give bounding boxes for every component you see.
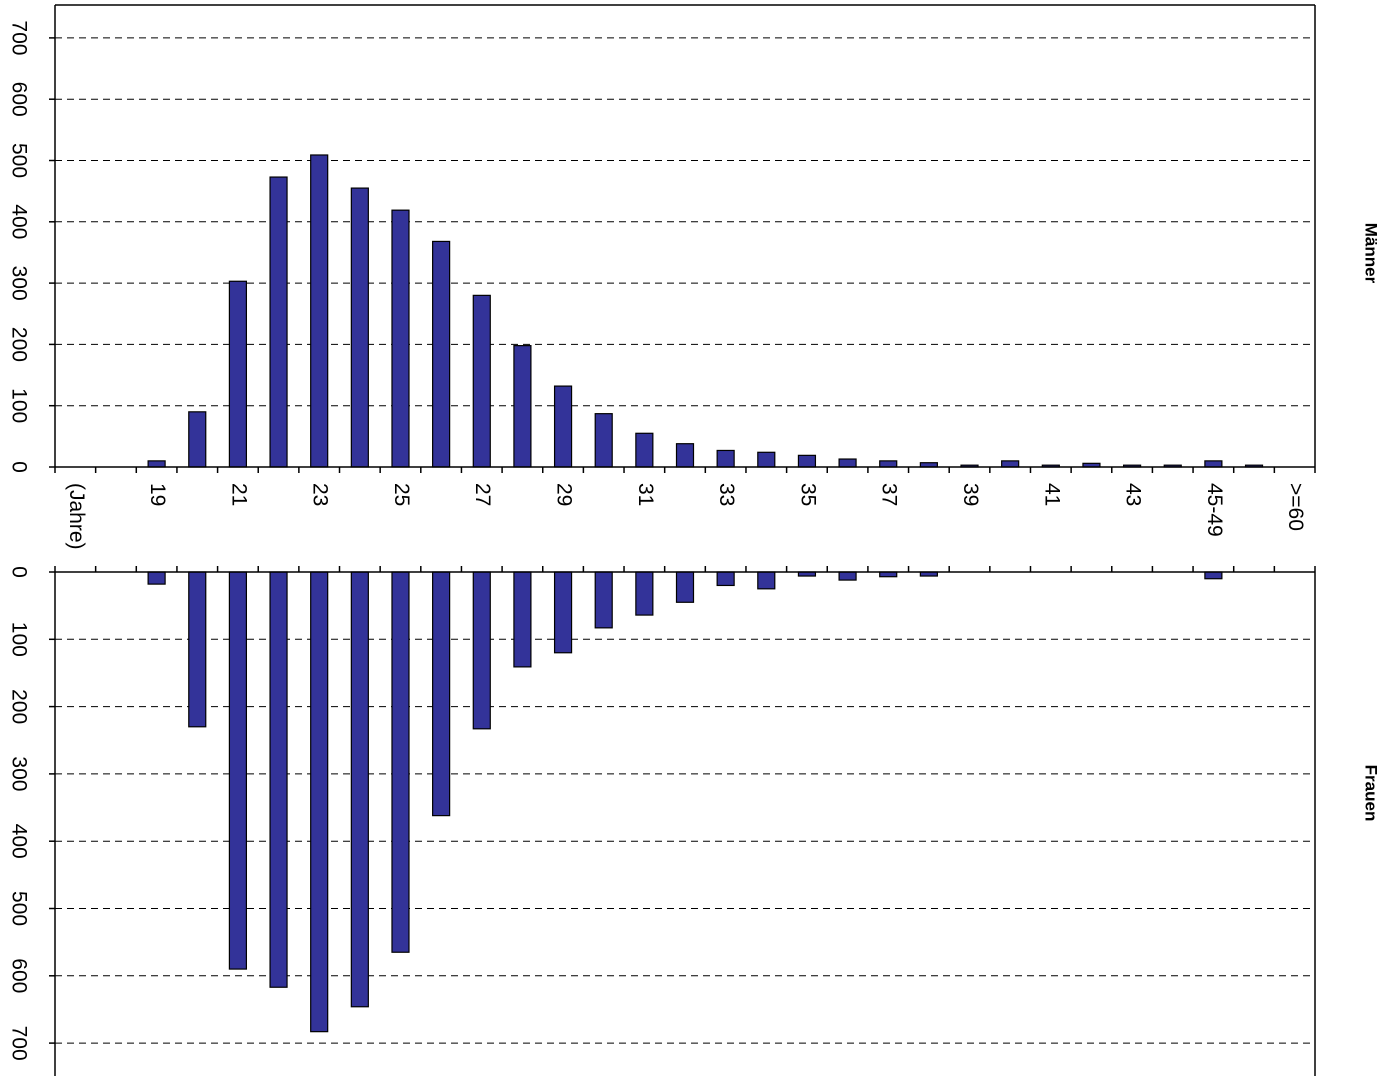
frauen-y-tick-label: 300	[7, 756, 30, 791]
frauen-bar	[838, 571, 857, 581]
category-axis-labels: (Jahre) 19 21 23 25 27 29 31 33 35 37 39 41 43 45-49 >=…	[65, 483, 1307, 550]
category-label: 27	[471, 483, 494, 506]
frauen-label-group: Frauen	[1362, 765, 1381, 822]
frauen-panel: 0 100 200 300 400 500 600 700	[7, 566, 1316, 1076]
frauen-bar	[350, 571, 369, 1008]
frauen-y-tick-label: 200	[7, 689, 30, 724]
maenner-y-tick-label: 500	[7, 143, 30, 178]
frauen-bar	[553, 571, 573, 654]
frauen-y-tick-label: 700	[7, 1026, 30, 1061]
category-label: 23	[309, 483, 332, 506]
frauen-bar	[432, 571, 451, 817]
frauen-bar	[594, 571, 613, 629]
maenner-bar	[432, 240, 451, 468]
category-label: 25	[390, 483, 413, 506]
frauen-bar	[513, 571, 532, 668]
maenner-y-tick-label: 0	[7, 461, 30, 473]
category-label: 41	[1040, 483, 1063, 506]
maenner-bar	[1204, 460, 1223, 468]
maenner-bar	[716, 449, 735, 468]
frauen-bar	[310, 571, 329, 1033]
category-label: (Jahre)	[65, 483, 88, 550]
maenner-y-tick-label: 100	[7, 388, 30, 423]
frauen-bar	[188, 571, 207, 728]
category-label: 33	[715, 483, 738, 506]
maenner-bar	[228, 280, 248, 468]
maenner-label-group: Männer	[1362, 223, 1381, 284]
maenner-bar	[879, 460, 898, 468]
maenner-y-tick-label: 700	[7, 20, 30, 55]
maenner-panel: 0 100 200 300 400 500 600 700	[7, 4, 1316, 473]
category-label: >=60	[1284, 483, 1307, 531]
frauen-bar	[472, 571, 491, 730]
frauen-bar	[228, 571, 248, 970]
category-label: 37	[878, 483, 901, 506]
frauen-y-tick-label: 500	[7, 891, 30, 926]
maenner-bar	[553, 385, 573, 468]
category-label: 35	[796, 483, 819, 506]
maenner-bar	[594, 413, 613, 468]
maenner-bar	[391, 209, 410, 468]
category-label: 31	[634, 483, 657, 506]
frauen-y-tick-label: 0	[7, 566, 30, 578]
maenner-bar	[797, 454, 817, 468]
frauen-label: Frauen	[1362, 765, 1381, 822]
frauen-bar	[675, 571, 695, 603]
frauen-bar	[635, 571, 654, 616]
frauen-bar	[391, 571, 410, 953]
frauen-bar	[716, 571, 735, 587]
maenner-bar	[675, 443, 695, 468]
maenner-bar	[635, 432, 654, 468]
frauen-bar	[147, 571, 166, 585]
category-label: 45-49	[1203, 483, 1226, 537]
maenner-bar	[310, 154, 329, 468]
maenner-bar	[838, 458, 857, 468]
frauen-y-tick-label: 400	[7, 824, 30, 859]
maenner-bar	[188, 411, 207, 468]
maenner-bar	[513, 345, 532, 468]
maenner-bar	[1001, 460, 1020, 468]
maenner-y-tick-label: 600	[7, 82, 30, 117]
frauen-bar	[1204, 571, 1223, 580]
category-label: 39	[959, 483, 982, 506]
frauen-bar	[757, 571, 776, 590]
category-label: 21	[227, 483, 250, 506]
maenner-y-tick-label: 400	[7, 204, 30, 239]
maenner-bar	[269, 176, 288, 468]
category-label: 43	[1122, 483, 1145, 506]
maenner-y-tick-label: 200	[7, 327, 30, 362]
maenner-label: Männer	[1362, 223, 1381, 284]
maenner-bar	[350, 187, 369, 468]
maenner-y-tick-label: 300	[7, 266, 30, 301]
category-label: 29	[553, 483, 576, 506]
frauen-bar	[269, 571, 288, 988]
maenner-bar	[147, 460, 166, 468]
maenner-bar	[757, 451, 776, 468]
frauen-y-tick-label: 600	[7, 958, 30, 993]
maenner-bar	[472, 294, 491, 468]
frauen-y-tick-label: 100	[7, 622, 30, 657]
category-label: 19	[146, 483, 169, 506]
